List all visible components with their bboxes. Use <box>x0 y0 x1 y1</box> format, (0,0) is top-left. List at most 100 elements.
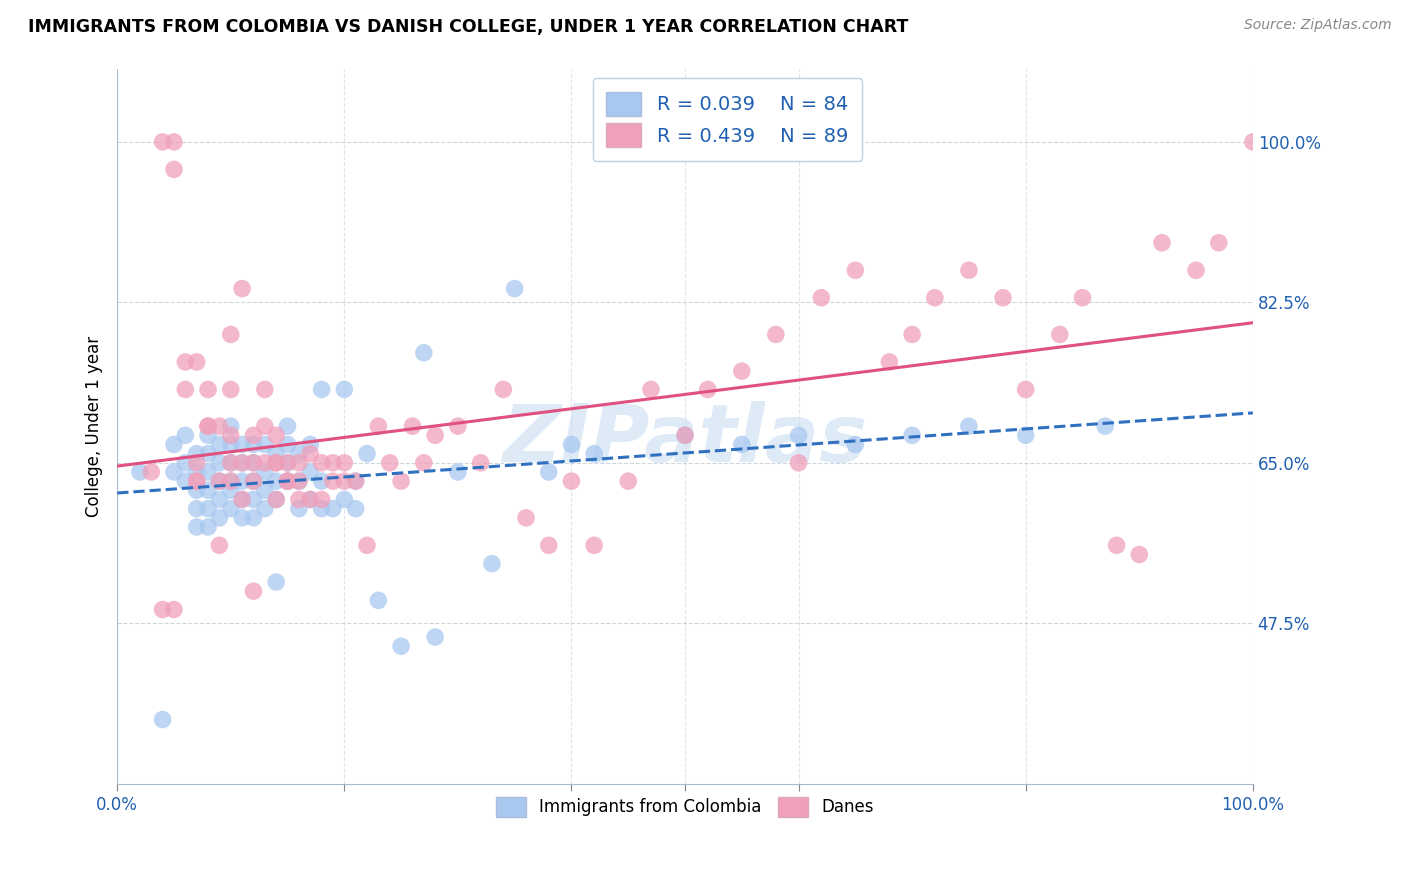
Y-axis label: College, Under 1 year: College, Under 1 year <box>86 335 103 516</box>
Point <box>1049 327 1071 342</box>
Point <box>1015 428 1038 442</box>
Point <box>264 456 287 470</box>
Point <box>197 447 219 461</box>
Point <box>242 428 264 442</box>
Point <box>344 474 367 488</box>
Point <box>219 456 242 470</box>
Point <box>481 557 503 571</box>
Point <box>277 456 299 470</box>
Point <box>696 383 718 397</box>
Point <box>367 419 389 434</box>
Point <box>186 465 208 479</box>
Point <box>322 501 344 516</box>
Point <box>901 428 924 442</box>
Point <box>617 474 640 488</box>
Point <box>242 437 264 451</box>
Point <box>264 574 287 589</box>
Point <box>288 492 311 507</box>
Point <box>197 501 219 516</box>
Point <box>288 456 311 470</box>
Point <box>163 465 186 479</box>
Point <box>186 447 208 461</box>
Point <box>231 511 253 525</box>
Point <box>129 465 152 479</box>
Point <box>333 474 356 488</box>
Point <box>277 474 299 488</box>
Point <box>264 474 287 488</box>
Point <box>208 437 231 451</box>
Point <box>412 345 434 359</box>
Point <box>787 456 810 470</box>
Point <box>152 135 174 149</box>
Point <box>186 355 208 369</box>
Point <box>515 511 537 525</box>
Point <box>311 492 333 507</box>
Point <box>1071 291 1094 305</box>
Point <box>242 456 264 470</box>
Point <box>844 263 866 277</box>
Point <box>242 492 264 507</box>
Point <box>186 474 208 488</box>
Point <box>311 474 333 488</box>
Point <box>264 492 287 507</box>
Point <box>412 456 434 470</box>
Point <box>879 355 901 369</box>
Point <box>141 465 163 479</box>
Point <box>231 492 253 507</box>
Point <box>844 437 866 451</box>
Text: ZIPatlas: ZIPatlas <box>502 401 868 479</box>
Point <box>231 456 253 470</box>
Point <box>277 437 299 451</box>
Point <box>253 456 276 470</box>
Point <box>810 291 832 305</box>
Point <box>333 383 356 397</box>
Point <box>253 501 276 516</box>
Point <box>208 419 231 434</box>
Point <box>208 474 231 488</box>
Point <box>583 447 606 461</box>
Point <box>242 474 264 488</box>
Point <box>299 465 322 479</box>
Point <box>197 520 219 534</box>
Point <box>288 501 311 516</box>
Point <box>174 355 197 369</box>
Point <box>673 428 696 442</box>
Point <box>1094 419 1116 434</box>
Point <box>152 602 174 616</box>
Point <box>208 538 231 552</box>
Point <box>731 364 754 378</box>
Point <box>219 483 242 498</box>
Point <box>425 428 447 442</box>
Point <box>957 263 980 277</box>
Point <box>731 437 754 451</box>
Point <box>231 492 253 507</box>
Point <box>163 135 186 149</box>
Point <box>186 474 208 488</box>
Point <box>299 492 322 507</box>
Point <box>1185 263 1208 277</box>
Point <box>186 501 208 516</box>
Point <box>174 428 197 442</box>
Point <box>367 593 389 607</box>
Point <box>1128 548 1150 562</box>
Point <box>208 511 231 525</box>
Point <box>1150 235 1173 250</box>
Point <box>503 282 526 296</box>
Point <box>425 630 447 644</box>
Point <box>322 474 344 488</box>
Point <box>470 456 492 470</box>
Point <box>537 465 560 479</box>
Point <box>174 474 197 488</box>
Point <box>219 501 242 516</box>
Point <box>1105 538 1128 552</box>
Point <box>242 511 264 525</box>
Point <box>583 538 606 552</box>
Point <box>389 474 412 488</box>
Point <box>186 520 208 534</box>
Point <box>197 419 219 434</box>
Point <box>253 437 276 451</box>
Point <box>560 474 582 488</box>
Point <box>447 419 470 434</box>
Point <box>277 419 299 434</box>
Point <box>333 492 356 507</box>
